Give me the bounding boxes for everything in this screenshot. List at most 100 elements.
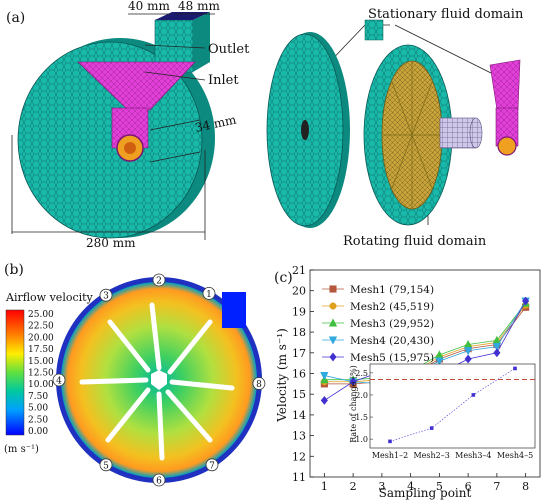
inlet-hub — [124, 142, 136, 154]
colorbar-tick-label: 20.00 — [28, 333, 54, 343]
colorbar-tick-label: 12.50 — [28, 369, 54, 379]
colorbar-tick-label: 0.00 — [28, 427, 48, 437]
inset-data-point — [513, 366, 517, 371]
data-point — [320, 372, 329, 381]
inset-y-label: Rate of change (%) — [349, 365, 358, 443]
inset-y-tick-label: 1.0 — [355, 435, 368, 444]
x-tick-label: 2 — [350, 480, 357, 493]
dim-48mm: 48 mm — [178, 0, 220, 13]
data-point — [329, 352, 337, 362]
sampling-point-marker — [152, 473, 166, 487]
data-point — [349, 377, 357, 387]
x-tick-label: 8 — [522, 480, 529, 493]
y-tick-label: 20 — [292, 285, 306, 298]
colorbar-tick-label: 10.00 — [28, 380, 54, 390]
y-tick-label: 16 — [292, 368, 306, 381]
data-point — [464, 354, 472, 364]
sampling-point-label: 5 — [103, 461, 109, 471]
y-axis-label: Velocity (m s⁻¹) — [275, 328, 289, 423]
data-point — [522, 296, 530, 306]
data-point — [463, 347, 473, 356]
exploded-view — [266, 19, 521, 228]
sampling-point-marker — [52, 373, 66, 387]
inset-x-tick-label: Mesh3–4 — [455, 451, 491, 460]
legend: Mesh1 (79,154) Mesh2 (45,519) Mesh3 (29,95… — [322, 284, 434, 364]
legend-entry: Mesh3 (29,952) — [350, 318, 434, 330]
y-tick-label: 11 — [292, 471, 306, 484]
colorbar-tick-label: 15.00 — [28, 357, 54, 367]
colorbar-tick-label: 17.50 — [28, 345, 54, 355]
inset-y-tick-label: 1.5 — [355, 413, 368, 422]
sampling-point-label: 1 — [206, 290, 212, 300]
panel-b: (b) Airflow velocity 25.0022.5020.0017.5… — [4, 262, 266, 487]
inset-x-tick-label: Mesh1–2 — [372, 451, 408, 460]
inset-y-tick-label: 2.5 — [355, 369, 368, 378]
x-tick-label: 4 — [407, 480, 414, 493]
data-point — [328, 336, 338, 345]
data-point — [329, 285, 337, 293]
inset-data-point — [429, 426, 434, 430]
inset-plot-frame — [369, 363, 536, 449]
inlet-hopper-exploded — [489, 59, 521, 111]
data-point — [329, 302, 337, 310]
sampling-point-marker — [202, 286, 216, 300]
data-point — [328, 318, 338, 327]
inset-data-point — [471, 393, 476, 397]
colorbar-tick-label: 5.00 — [28, 404, 48, 414]
contour-outlet-region — [222, 292, 246, 328]
panel-c-label: (c) — [274, 270, 293, 286]
inset-line — [389, 368, 516, 442]
legend-entry: Mesh4 (20,430) — [350, 335, 434, 347]
panel-a: (a) — [6, 0, 524, 250]
inlet-hopper — [77, 61, 196, 111]
sampling-point-label: 7 — [209, 461, 215, 471]
y-tick-label: 15 — [292, 388, 306, 401]
data-point — [435, 357, 444, 366]
x-tick-label: 1 — [321, 480, 328, 493]
contour-hub — [151, 370, 167, 390]
legend-entry: Mesh5 (15,975) — [350, 352, 434, 364]
y-tick-label: 14 — [292, 409, 306, 422]
y-tick-label: 17 — [292, 347, 306, 360]
sampling-point-label: 8 — [256, 380, 262, 390]
contour-blades — [79, 302, 235, 461]
shaft-end — [469, 117, 483, 149]
y-tick-label: 19 — [292, 305, 306, 318]
sampling-point-label: 4 — [56, 377, 62, 387]
sampling-point-marker — [99, 288, 113, 302]
dim-40mm: 40 mm — [128, 0, 170, 13]
series-line — [324, 302, 526, 381]
y-tick-label: 18 — [292, 326, 306, 339]
x-tick-label: 7 — [493, 480, 500, 493]
sampling-point-label: 6 — [156, 477, 162, 487]
colorbar-tick-label: 22.50 — [28, 322, 54, 332]
colorbar — [5, 309, 25, 436]
stationary-outlet — [364, 19, 384, 41]
x-tick-label: 5 — [436, 480, 443, 493]
x-tick-label: 6 — [465, 480, 472, 493]
legend-entry: Mesh1 (79,154) — [350, 284, 434, 296]
data-point — [492, 343, 502, 352]
callout-outlet: Outlet — [208, 42, 250, 57]
y-tick-label: 21 — [292, 264, 306, 277]
stationary-disc-hole — [301, 120, 309, 140]
impeller-blades — [383, 62, 441, 208]
sampling-points: 1 2 3 4 5 6 7 8 — [52, 273, 266, 487]
colorbar-title: Airflow velocity — [5, 291, 94, 304]
sampling-point-marker — [99, 458, 113, 472]
dim-280mm: 280 mm — [86, 236, 136, 250]
colorbar-tick-label: 2.50 — [28, 415, 48, 425]
inset-x-tick-label: Mesh4–5 — [497, 451, 533, 460]
y-tick-label: 13 — [292, 430, 306, 443]
inset-plot: 1.0 1.5 2.0 2.5 Mesh1–2 Mesh2–3 Mesh3–4 Mesh4–5 — [355, 366, 535, 460]
inset-y-tick-label: 2.0 — [355, 391, 368, 400]
sampling-point-marker — [152, 273, 166, 287]
sampling-point-label: 3 — [103, 292, 109, 302]
sampling-point-marker — [252, 377, 266, 390]
colorbar-tick-label: 25.00 — [28, 310, 54, 320]
fan-assembly — [17, 12, 215, 239]
